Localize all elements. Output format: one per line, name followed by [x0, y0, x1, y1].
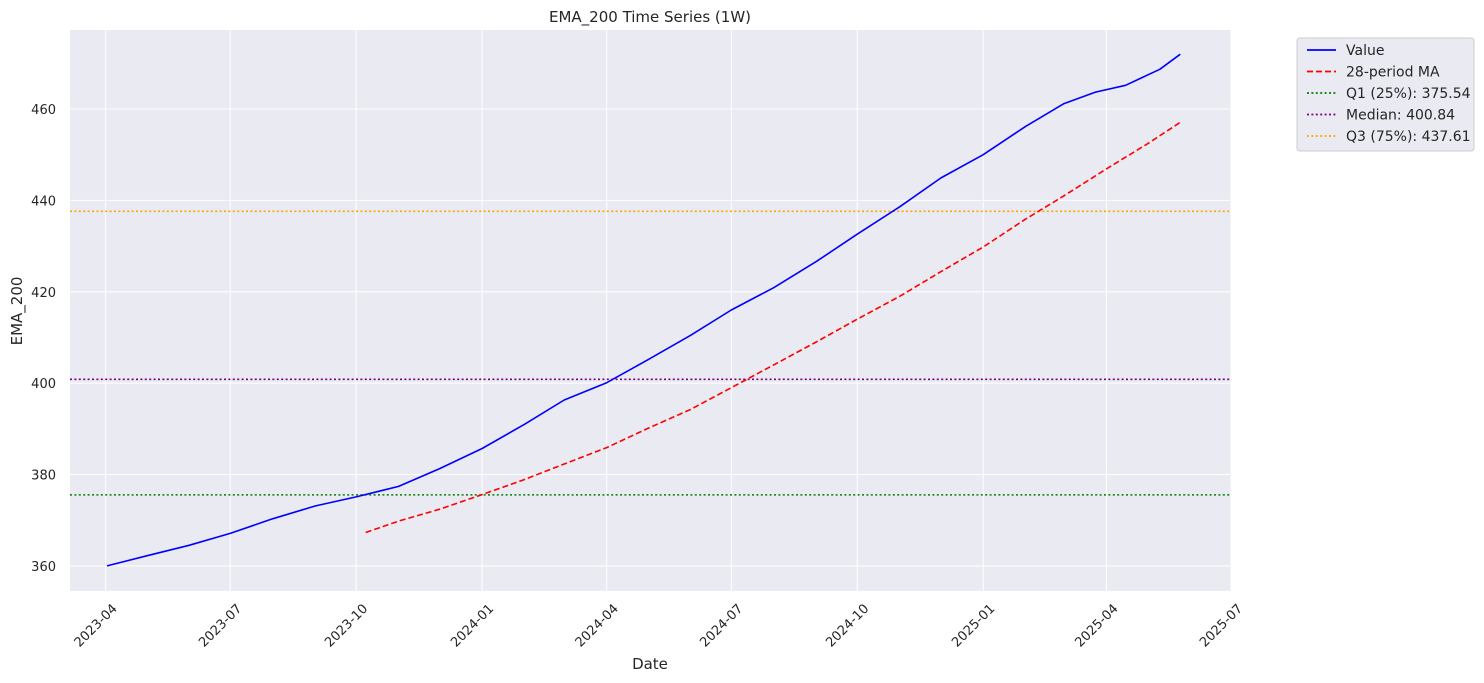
x-tick-label: 2023-07 — [196, 601, 245, 650]
y-axis-label: EMA_200 — [8, 277, 27, 346]
y-tick-label: 440 — [31, 194, 56, 209]
legend: Value 28-period MA Q1 (25%): 375.54 Median:… — [1296, 37, 1475, 152]
legend-label: Q3 (75%): 437.61 — [1346, 129, 1471, 145]
x-tick-label: 2023-04 — [72, 601, 121, 650]
legend-label: Median: 400.84 — [1346, 108, 1455, 124]
x-tick-label: 2024-07 — [697, 601, 746, 650]
x-tick-label: 2025-01 — [949, 601, 998, 650]
y-tick-label: 400 — [31, 377, 56, 392]
legend-label: Q1 (25%): 375.54 — [1346, 86, 1471, 102]
x-tick-label: 2024-04 — [573, 601, 622, 650]
plot-background — [70, 30, 1231, 591]
x-tick-label: 2025-04 — [1072, 601, 1121, 650]
legend-box — [1296, 37, 1475, 152]
series-line — [365, 121, 1181, 534]
y-axis-ticks: 360 380 400 420 440 460 — [31, 103, 56, 575]
y-tick-label: 380 — [31, 469, 56, 484]
chart-title: EMA_200 Time Series (1W) — [549, 8, 751, 27]
legend-label: Value — [1346, 43, 1384, 59]
x-tick-label: 2025-07 — [1197, 601, 1246, 650]
y-tick-label: 460 — [31, 103, 56, 118]
x-axis-label: Date — [632, 655, 668, 673]
y-tick-label: 420 — [31, 286, 56, 301]
series-line — [106, 53, 1181, 567]
y-tick-label: 360 — [31, 560, 56, 575]
x-tick-label: 2024-01 — [448, 601, 497, 650]
series — [106, 53, 1181, 567]
x-tick-label: 2023-10 — [322, 601, 371, 650]
legend-label: 28-period MA — [1346, 65, 1440, 81]
x-axis-ticks: 2023-04 2023-07 2023-10 2024-01 2024-04 2024-… — [72, 601, 1246, 650]
x-tick-label: 2024-10 — [823, 601, 872, 650]
